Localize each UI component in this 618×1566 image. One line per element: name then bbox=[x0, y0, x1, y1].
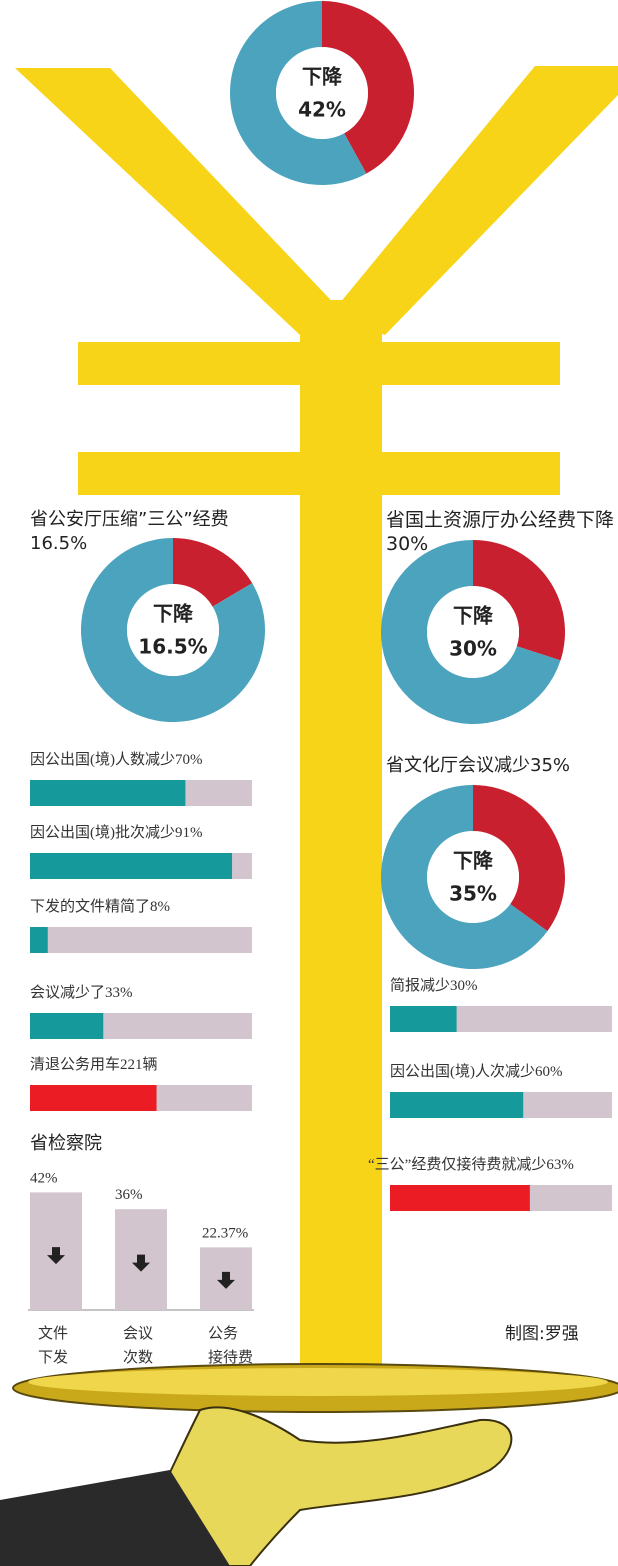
donut-hole bbox=[427, 831, 519, 923]
chart-title: 省公安厅压缩”三公”经费16.5% bbox=[30, 508, 280, 556]
bar bbox=[30, 853, 232, 879]
bar bbox=[390, 1092, 523, 1118]
bar-label: 因公出国(境)人数减少70% bbox=[30, 750, 203, 768]
bar-label: 清退公务用车221辆 bbox=[30, 1056, 158, 1073]
x-tick-label: 会议次数 bbox=[123, 1325, 153, 1366]
credit: 制图:罗强 bbox=[505, 1322, 615, 1346]
bar bbox=[390, 1185, 530, 1211]
value-label: 16.5% bbox=[138, 635, 207, 659]
value-label: 30% bbox=[449, 637, 497, 661]
bar bbox=[30, 1085, 157, 1111]
bar-track bbox=[30, 927, 252, 953]
value-label: 22.37% bbox=[202, 1225, 248, 1241]
center-label: 下降 bbox=[302, 65, 343, 89]
x-tick-label: 公务接待费 bbox=[208, 1325, 253, 1366]
bar bbox=[30, 927, 48, 953]
bar bbox=[390, 1006, 457, 1032]
bar-label: 因公出国(境)人次减少60% bbox=[390, 1062, 563, 1080]
donut-hole bbox=[276, 47, 368, 139]
chart-title: 省国土资源厅办公经费下降30% bbox=[386, 508, 618, 556]
bar-label: 下发的文件精简了8% bbox=[30, 898, 170, 915]
bar-label: “三公”经费仅接待费就减少63% bbox=[368, 1156, 574, 1173]
value-label: 35% bbox=[449, 882, 497, 906]
chart-title: 省文化厅会议减少35% bbox=[386, 754, 618, 778]
center-label: 下降 bbox=[453, 849, 494, 873]
donut-hole bbox=[127, 584, 219, 676]
value-label: 36% bbox=[115, 1187, 143, 1203]
value-label: 42% bbox=[30, 1170, 58, 1186]
bar-label: 因公出国(境)批次减少91% bbox=[30, 823, 203, 841]
chart-title: 省检察院 bbox=[30, 1132, 230, 1156]
bar-label: 会议减少了33% bbox=[30, 984, 133, 1001]
bar bbox=[30, 780, 185, 806]
bar-label: 简报减少30% bbox=[390, 977, 478, 994]
value-label: 42% bbox=[298, 98, 346, 122]
donut-hole bbox=[427, 586, 519, 678]
infographic: 下降 42% 下降 16.5% 下降 30% 下降 35% 因公出国(境)人数减少70% 因公出国… bbox=[0, 0, 618, 1566]
tray-hand bbox=[0, 1364, 618, 1566]
bar bbox=[30, 1013, 103, 1039]
x-tick-label: 文件下发 bbox=[38, 1325, 68, 1366]
center-label: 下降 bbox=[153, 602, 194, 626]
center-label: 下降 bbox=[453, 604, 494, 628]
